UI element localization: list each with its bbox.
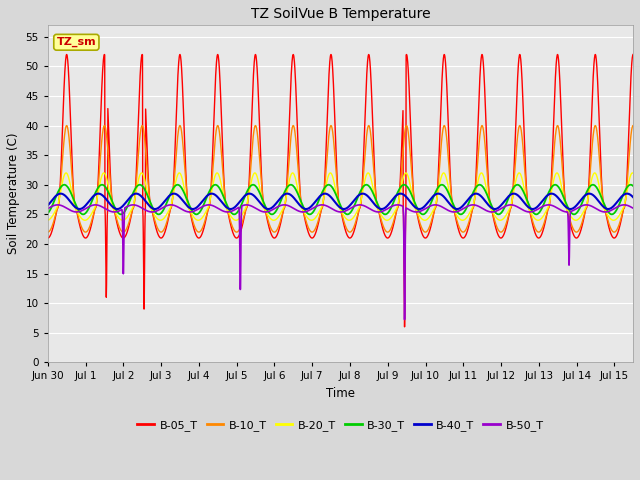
Text: TZ_sm: TZ_sm [56, 37, 96, 48]
Title: TZ SoilVue B Temperature: TZ SoilVue B Temperature [251, 7, 430, 21]
Y-axis label: Soil Temperature (C): Soil Temperature (C) [7, 133, 20, 254]
X-axis label: Time: Time [326, 387, 355, 400]
Legend: B-05_T, B-10_T, B-20_T, B-30_T, B-40_T, B-50_T: B-05_T, B-10_T, B-20_T, B-30_T, B-40_T, … [133, 415, 548, 435]
